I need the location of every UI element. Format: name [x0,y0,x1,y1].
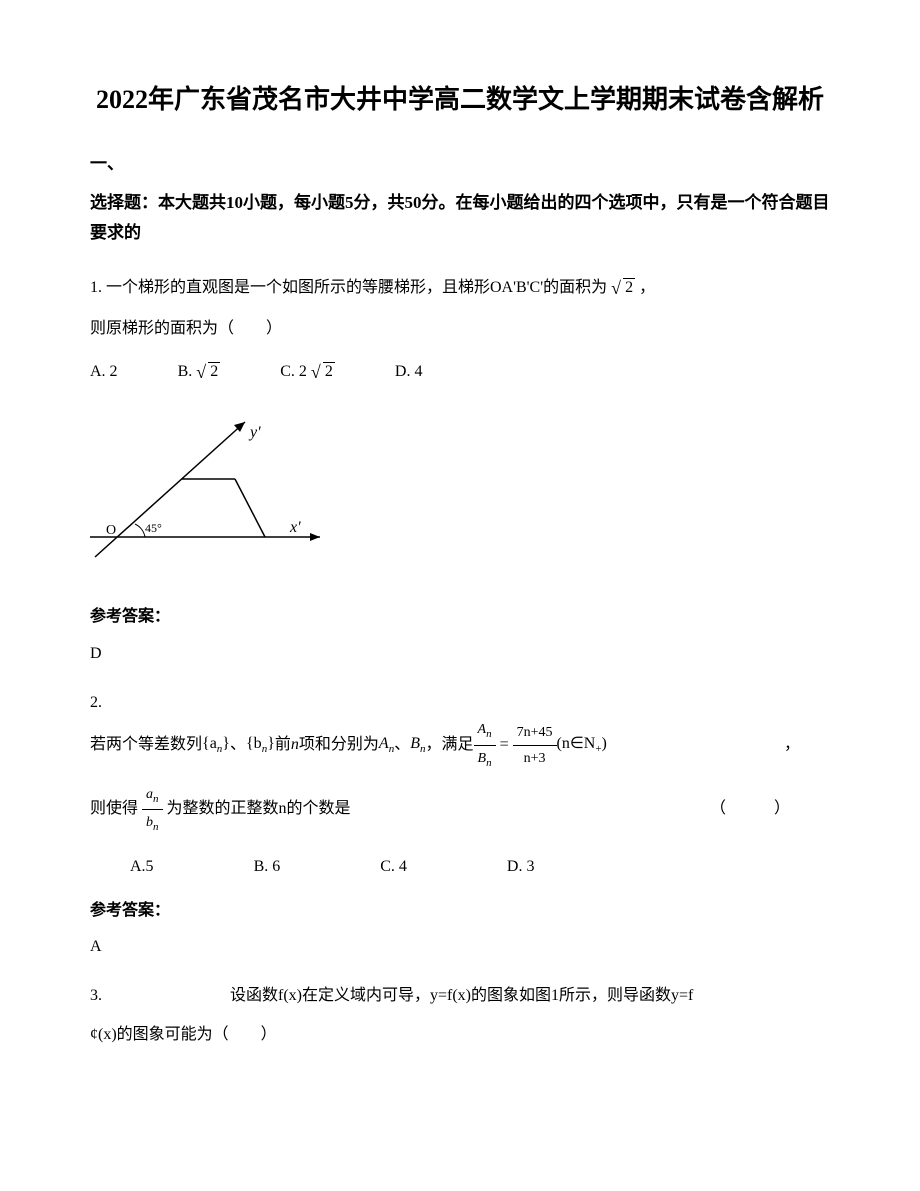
sqrt-icon: 2 [196,358,220,387]
q3-line2: ¢(x)的图象可能为（ ） [90,1021,830,1050]
y-axis-label: y' [248,424,261,441]
q1-text-part2: ， [639,279,655,296]
q2-text1: 若两个等差数列 [90,731,202,760]
q1-text-line2: 则原梯形的面积为（ ） [90,315,830,344]
q2-paren: （ ） [710,795,790,824]
q2-comma: ， [784,731,800,760]
q2-options: A.5 B. 6 C. 4 D. 3 [130,853,830,882]
q1-options: A. 2 B. 2 C. 2 2 D. 4 [90,358,830,387]
q2-text-line2p1: 则使得 [90,795,138,824]
document-title: 2022年广东省茂名市大井中学高二数学文上学期期末试卷含解析 [90,80,830,119]
q2-answer-label: 参考答案： [90,897,830,926]
q2-answer: A [90,933,830,962]
q1-option-c: C. 2 2 [280,358,335,387]
condition: (n∈N+) [557,730,607,760]
seq-an: {an} [202,730,230,760]
section-heading: 一、 [90,149,830,180]
q2-text-line2p2: 为整数的正整数n的个数是 [167,795,351,824]
fraction-expr: 7n+45 n+3 [513,720,557,771]
q2-option-d: D. 3 [507,853,535,882]
q2-text2: 前 [275,731,291,760]
fraction-an-bn: An Bn [474,717,496,773]
q1-answer-label: 参考答案： [90,603,830,632]
trapezoid-diagram: O 45° y' x' [90,417,330,567]
q1-option-a: A. 2 [90,358,118,387]
q1-option-d: D. 4 [395,358,423,387]
question-3: 3. 设函数f(x)在定义域内可导，y=f(x)的图象如图1所示，则导函数y=f… [90,982,830,1050]
q2-option-c: C. 4 [380,853,407,882]
q2-number: 2. [90,689,830,718]
fraction-small-an-bn: an bn [142,782,163,838]
o-label: O [106,523,116,538]
q2-sep1: 、 [230,731,246,760]
question-2: 2. 若两个等差数列 {an} 、 {bn} 前 n 项和分别为 An 、 Bn… [90,689,830,963]
q3-line1: 3. 设函数f(x)在定义域内可导，y=f(x)的图象如图1所示，则导函数y=f [90,982,830,1011]
seq-bn: {bn} [246,730,275,760]
q1-answer: D [90,640,830,669]
question-1: 1. 一个梯形的直观图是一个如图所示的等腰梯形，且梯形OA'B'C'的面积为 2… [90,274,830,669]
cap-an: An [379,730,394,760]
sqrt-icon: 2 [611,274,635,303]
section-description: 选择题：本大题共10小题，每小题5分，共50分。在每小题给出的四个选项中，只有是… [90,188,830,249]
q2-line2: 则使得 an bn 为整数的正整数n的个数是 （ ） [90,782,830,838]
sqrt-icon: 2 [311,358,335,387]
q2-text3: 项和分别为 [299,731,379,760]
q2-text4: ，满足 [425,731,473,760]
q2-option-b: B. 6 [254,853,281,882]
x-axis-label: x' [289,519,301,536]
q1-option-b: B. 2 [178,358,221,387]
q2-sep2: 、 [394,731,410,760]
q1-text: 1. 一个梯形的直观图是一个如图所示的等腰梯形，且梯形OA'B'C'的面积为 2… [90,274,830,303]
q2-option-a: A.5 [130,853,154,882]
q1-text-part1: 1. 一个梯形的直观图是一个如图所示的等腰梯形，且梯形OA'B'C'的面积为 [90,279,607,296]
q2-line1: 若两个等差数列 {an} 、 {bn} 前 n 项和分别为 An 、 Bn ，满… [90,717,830,773]
q2-n: n [291,731,299,760]
cap-bn: Bn [410,730,425,760]
angle-label: 45° [145,521,162,535]
equals: = [500,731,509,760]
